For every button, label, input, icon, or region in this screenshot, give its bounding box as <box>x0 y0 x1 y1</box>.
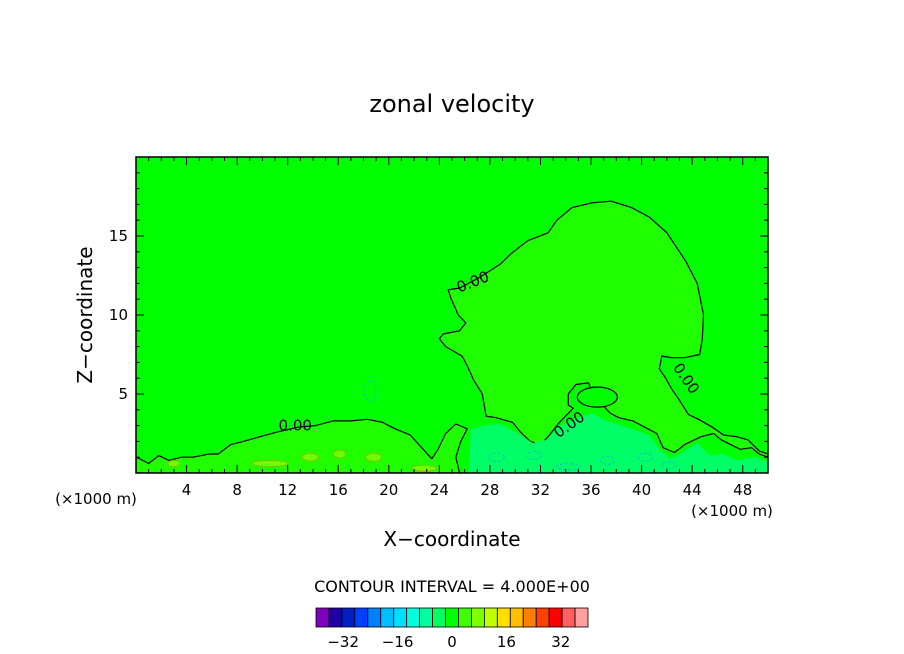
x-tick-label: 8 <box>232 481 242 499</box>
x-tick-label: 40 <box>632 481 651 499</box>
contour-field: 0.000.000.000.00 <box>136 200 768 473</box>
colorbar-swatch <box>445 607 459 628</box>
colorbar-tick-label: −16 <box>382 633 414 651</box>
colorbar-tick-label: 0 <box>447 633 457 651</box>
x-tick-label: 36 <box>581 481 600 499</box>
x-tick-label: 16 <box>329 481 348 499</box>
colorbar-swatch <box>406 607 421 628</box>
colorbar-swatch <box>328 607 343 628</box>
colorbar <box>315 607 589 628</box>
y-axis-label: Z−coordinate <box>73 246 97 383</box>
negative-contour <box>555 463 581 471</box>
colorbar-swatch <box>574 607 589 628</box>
contour-interval-text: CONTOUR INTERVAL = 4.000E+00 <box>314 577 590 596</box>
y-axis: 5 10 15 <box>109 172 768 458</box>
colorbar-tick-labels: −32 −16 0 16 32 <box>327 633 570 651</box>
colorbar-swatch <box>380 607 395 628</box>
colorbar-swatch <box>522 607 537 628</box>
negative-contour <box>599 455 615 465</box>
colorbar-swatch <box>483 607 498 628</box>
positive-contour <box>333 449 347 459</box>
colorbar-tick-label: 16 <box>497 633 516 651</box>
x-unit-right: (×1000 m) <box>691 502 773 520</box>
x-tick-label: 28 <box>480 481 499 499</box>
negative-contour <box>487 452 505 462</box>
colorbar-swatch <box>535 607 550 628</box>
colorbar-swatch <box>458 607 472 628</box>
x-tick-label: 32 <box>531 481 550 499</box>
y-tick-label: 5 <box>118 385 128 403</box>
negative-contour <box>660 461 678 469</box>
positive-contour <box>167 460 181 468</box>
y-tick-label: 15 <box>109 227 128 245</box>
positive-contour <box>365 452 383 462</box>
x-axis-label: X−coordinate <box>383 527 520 551</box>
y-tick-label: 10 <box>109 306 128 324</box>
colorbar-swatch <box>419 607 433 628</box>
colorbar-swatch <box>561 607 576 628</box>
colorbar-swatch <box>548 607 563 628</box>
closed-zero-contour <box>576 386 618 408</box>
colorbar-swatch <box>367 607 382 628</box>
positive-contour <box>411 464 437 472</box>
x-unit-left: (×1000 m) <box>55 490 137 508</box>
x-tick-label: 24 <box>430 481 449 499</box>
colorbar-swatch <box>354 607 369 628</box>
contour-label: 0.00 <box>279 416 312 434</box>
colorbar-swatch <box>432 607 446 628</box>
negative-contour <box>637 452 653 462</box>
colorbar-tick-label: 32 <box>551 633 570 651</box>
colorbar-swatch <box>509 607 524 628</box>
chart-title: zonal velocity <box>369 90 534 118</box>
negative-contour <box>363 380 377 402</box>
plot-area: 0.000.000.000.00 <box>135 156 769 474</box>
colorbar-swatch <box>393 607 408 628</box>
colorbar-swatch <box>496 607 511 628</box>
negative-contour <box>526 451 542 461</box>
near-ground-band <box>468 413 768 473</box>
x-tick-label: 44 <box>683 481 702 499</box>
positive-contour <box>251 460 289 468</box>
colorbar-tick-label: −32 <box>327 633 359 651</box>
x-tick-label: 20 <box>379 481 398 499</box>
x-tick-label: 4 <box>182 481 192 499</box>
x-tick-label: 48 <box>733 481 752 499</box>
colorbar-swatch <box>315 607 330 628</box>
colorbar-swatch <box>341 607 356 628</box>
colorbar-swatch <box>471 607 485 628</box>
x-axis: 4 8 12 16 20 24 28 32 36 40 44 48 <box>148 157 756 499</box>
x-tick-label: 12 <box>278 481 297 499</box>
positive-contour <box>301 452 319 462</box>
